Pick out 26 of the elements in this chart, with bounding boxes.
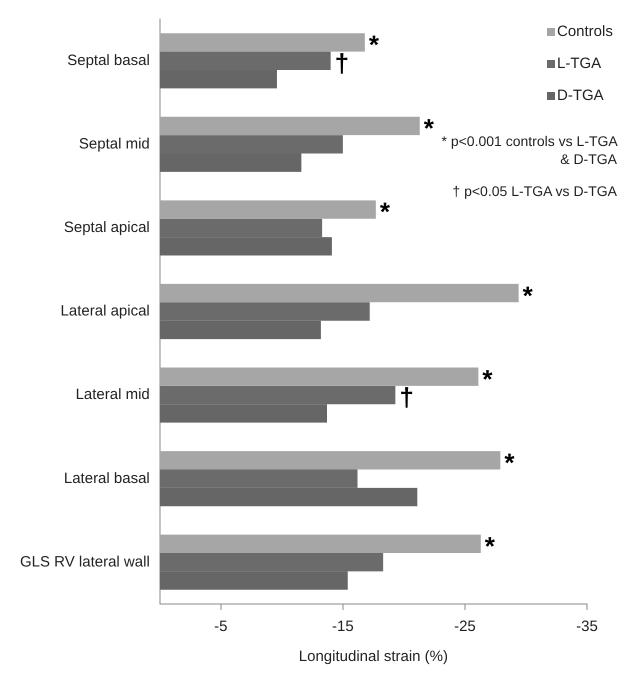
data-label: * xyxy=(368,30,380,60)
y-tick-label: Septal apical xyxy=(64,219,150,236)
data-label: † xyxy=(334,48,350,78)
x-tick-label: -15 xyxy=(332,618,354,636)
y-tick-label: Septal basal xyxy=(67,52,150,69)
data-label: * xyxy=(380,196,391,227)
annotation: † p<0.05 L-TGA vs D-TGA xyxy=(452,183,617,199)
data-label: † xyxy=(399,382,414,412)
data-label: * xyxy=(424,113,435,144)
data-label: * xyxy=(504,447,516,478)
y-tick-label: Septal mid xyxy=(78,136,150,152)
data-label: * xyxy=(522,280,534,310)
x-tick-label: -35 xyxy=(576,618,598,636)
x-tick-label: -25 xyxy=(454,618,476,636)
legend-label: L-TGA xyxy=(557,55,602,72)
legend-label: Controls xyxy=(557,23,613,40)
y-tick-label: Lateral mid xyxy=(76,386,150,404)
x-axis-title: Longitudinal strain (%) xyxy=(298,648,448,666)
y-tick-label: Lateral basal xyxy=(64,470,150,487)
legend-label: D-TGA xyxy=(557,87,604,104)
x-tick-label: -5 xyxy=(214,618,228,636)
data-label: * xyxy=(482,364,494,394)
data-label: * xyxy=(484,531,496,561)
annotation: * p<0.001 controls vs L-TGA & D-TGA xyxy=(441,133,617,167)
y-tick-label: Lateral apical xyxy=(60,302,150,320)
y-tick-label: GLS RV lateral wall xyxy=(20,553,150,570)
